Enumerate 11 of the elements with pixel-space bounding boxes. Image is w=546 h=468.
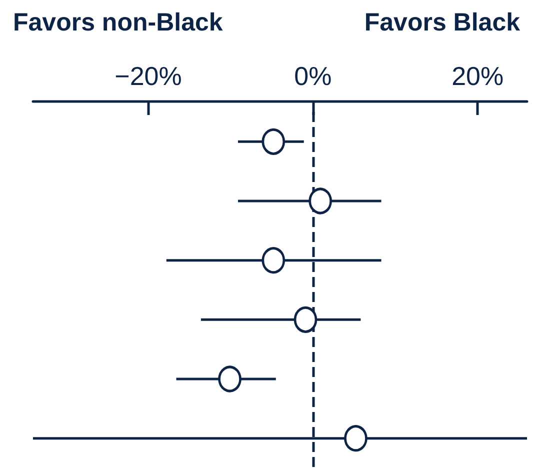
point: [308, 188, 332, 214]
x-tick-label: 20%: [452, 61, 504, 91]
text: Favors Black: [364, 8, 520, 36]
point: [344, 425, 368, 452]
x-tick-label: −20%: [114, 61, 182, 91]
point: [294, 306, 318, 333]
point: [262, 247, 286, 274]
text: Favors non-Black: [13, 8, 223, 36]
point: [218, 366, 242, 392]
x-tick-label: 0%: [294, 61, 332, 91]
point: [262, 128, 286, 155]
